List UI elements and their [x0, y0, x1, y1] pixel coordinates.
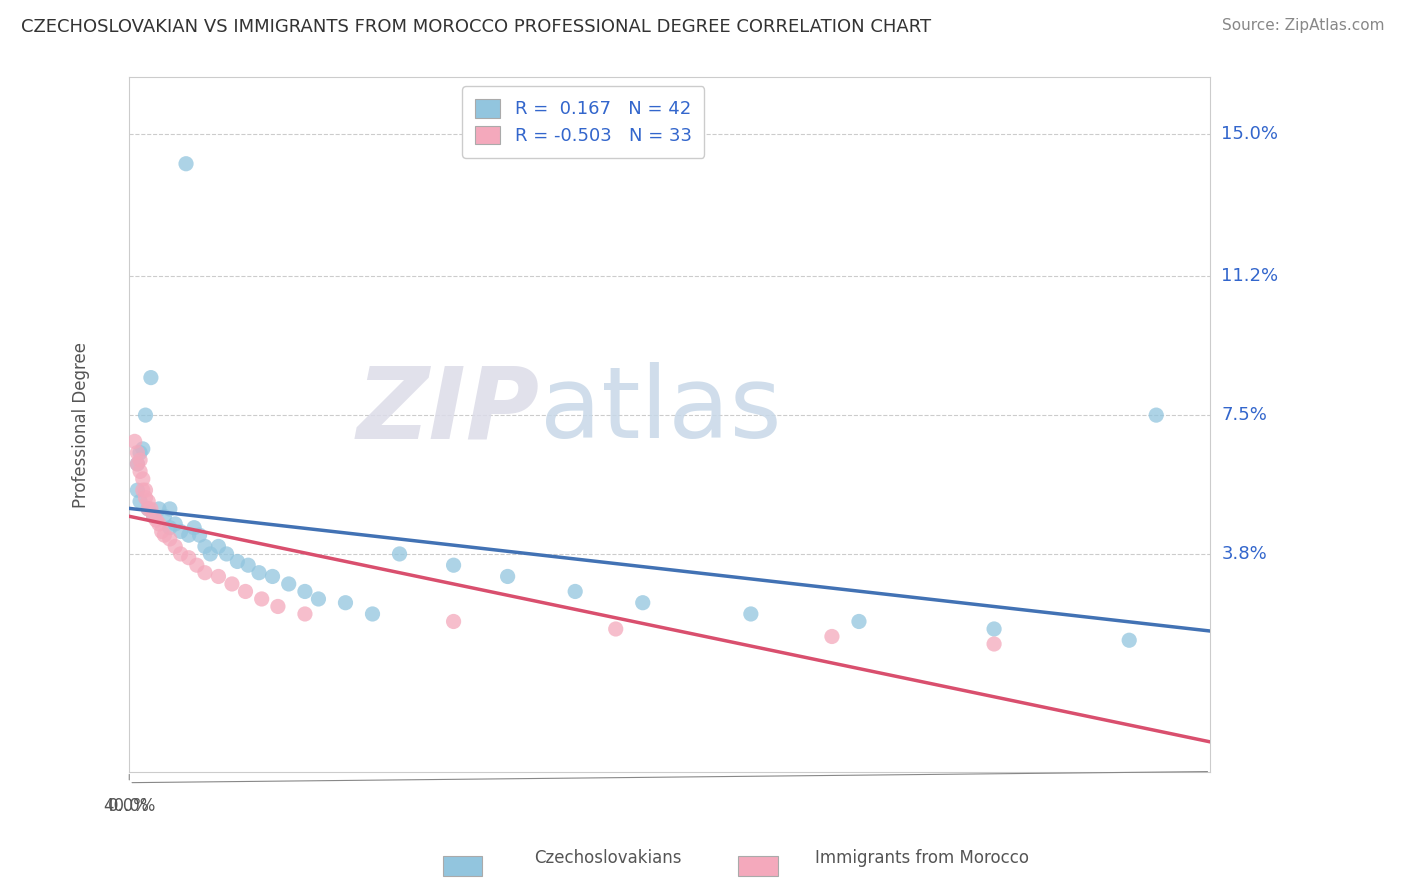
Text: Professional Degree: Professional Degree — [72, 342, 90, 508]
Point — [443, 615, 465, 629]
Text: Source: ZipAtlas.com: Source: ZipAtlas.com — [1222, 18, 1385, 33]
Point — [127, 457, 149, 471]
Point — [129, 445, 152, 459]
Point — [132, 483, 155, 498]
Point — [148, 502, 170, 516]
Point — [139, 502, 162, 516]
Point — [127, 457, 149, 471]
Point — [294, 607, 316, 621]
Point — [226, 554, 249, 568]
Point — [127, 483, 149, 498]
Point — [1144, 408, 1167, 422]
Point — [177, 528, 200, 542]
Point — [361, 607, 384, 621]
Point — [145, 513, 167, 527]
Point — [153, 509, 176, 524]
Point — [132, 472, 155, 486]
Point — [983, 637, 1005, 651]
Point — [443, 558, 465, 573]
Point — [307, 591, 329, 606]
Text: 40.0%: 40.0% — [103, 797, 156, 814]
Point — [148, 516, 170, 531]
Point — [821, 630, 844, 644]
Point — [136, 502, 159, 516]
Point — [169, 524, 191, 539]
Point — [235, 584, 257, 599]
Text: ZIP: ZIP — [357, 362, 540, 459]
Point — [153, 528, 176, 542]
Point — [207, 569, 229, 583]
Point — [127, 445, 149, 459]
Point — [134, 491, 156, 505]
Point — [134, 483, 156, 498]
Point — [165, 516, 187, 531]
Point — [250, 591, 273, 606]
Point — [207, 540, 229, 554]
Point — [848, 615, 870, 629]
Text: 0.0%: 0.0% — [108, 797, 150, 814]
Text: 15.0%: 15.0% — [1222, 125, 1278, 143]
Point — [194, 566, 217, 580]
Point — [169, 547, 191, 561]
Point — [159, 502, 181, 516]
Point — [267, 599, 290, 614]
Point — [564, 584, 586, 599]
Point — [177, 550, 200, 565]
Point — [188, 528, 211, 542]
Text: 3.8%: 3.8% — [1222, 545, 1267, 563]
Text: CZECHOSLOVAKIAN VS IMMIGRANTS FROM MOROCCO PROFESSIONAL DEGREE CORRELATION CHART: CZECHOSLOVAKIAN VS IMMIGRANTS FROM MOROC… — [21, 18, 931, 36]
Point — [136, 502, 159, 516]
Text: 11.2%: 11.2% — [1222, 268, 1278, 285]
Text: 7.5%: 7.5% — [1222, 406, 1267, 424]
Point — [335, 596, 357, 610]
Legend: R =  0.167   N = 42, R = -0.503   N = 33: R = 0.167 N = 42, R = -0.503 N = 33 — [463, 87, 704, 158]
Point — [200, 547, 222, 561]
Point — [186, 558, 208, 573]
Point — [215, 547, 238, 561]
Point — [159, 521, 181, 535]
Point — [247, 566, 270, 580]
Point — [139, 370, 162, 384]
Point — [136, 494, 159, 508]
Point — [238, 558, 260, 573]
Point — [159, 532, 181, 546]
Point — [221, 577, 243, 591]
Point — [150, 524, 173, 539]
Point — [142, 509, 165, 524]
Point — [142, 509, 165, 524]
Point — [124, 434, 146, 449]
Point — [277, 577, 299, 591]
Text: Immigrants from Morocco: Immigrants from Morocco — [815, 849, 1029, 867]
Point — [132, 442, 155, 456]
Point — [183, 521, 205, 535]
Point — [605, 622, 627, 636]
Point — [262, 569, 284, 583]
Point — [194, 540, 217, 554]
Point — [740, 607, 762, 621]
Point — [388, 547, 411, 561]
Point — [134, 408, 156, 422]
Point — [631, 596, 654, 610]
Point — [1118, 633, 1140, 648]
Text: Czechoslovakians: Czechoslovakians — [534, 849, 682, 867]
Point — [129, 464, 152, 478]
Point — [129, 494, 152, 508]
Point — [496, 569, 519, 583]
Point — [983, 622, 1005, 636]
Point — [294, 584, 316, 599]
Point — [174, 157, 197, 171]
Text: atlas: atlas — [540, 362, 782, 459]
Point — [129, 453, 152, 467]
Point — [165, 540, 187, 554]
